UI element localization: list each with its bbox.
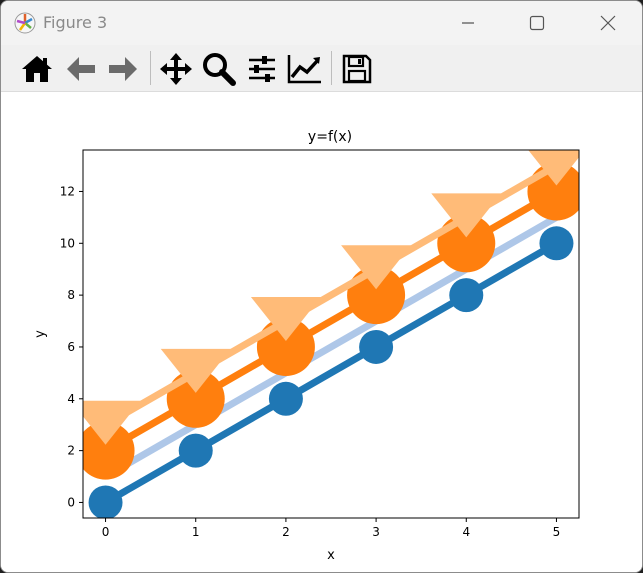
configure-subplots-button[interactable] xyxy=(244,51,280,87)
subplots-config-icon xyxy=(249,56,275,82)
x-tick-label: 2 xyxy=(282,525,290,539)
y-tick-label: 2 xyxy=(67,444,75,458)
back-arrow-icon xyxy=(67,57,95,81)
navigation-toolbar xyxy=(1,45,642,92)
x-tick-label: 3 xyxy=(372,525,380,539)
title-bar: Figure 3 xyxy=(1,1,642,45)
toolbar-separator xyxy=(331,51,332,85)
series-4-marker xyxy=(160,348,231,393)
series-1-marker xyxy=(539,226,574,261)
home-icon xyxy=(22,56,52,82)
edit-axis-icon xyxy=(287,55,321,84)
close-button[interactable] xyxy=(585,1,631,45)
series-1-marker xyxy=(359,329,394,364)
y-tick-label: 10 xyxy=(60,236,75,250)
matplotlib-logo-icon xyxy=(14,12,36,34)
edit-axis-button[interactable] xyxy=(287,51,323,87)
pan-icon xyxy=(160,53,192,85)
series-line-1 xyxy=(103,240,559,506)
minimize-icon xyxy=(462,22,474,24)
axes-frame xyxy=(82,149,580,519)
maximize-button[interactable] xyxy=(514,1,560,45)
close-icon xyxy=(600,15,616,31)
back-button[interactable] xyxy=(63,51,99,87)
zoom-button[interactable] xyxy=(201,51,237,87)
toolbar-separator xyxy=(150,51,151,85)
series-4-marker xyxy=(528,150,579,186)
x-tick-label: 5 xyxy=(553,525,561,539)
zoom-icon xyxy=(203,53,236,86)
save-button[interactable] xyxy=(339,51,375,87)
series-1-marker xyxy=(88,485,123,518)
maximize-icon xyxy=(529,15,545,31)
y-tick-label: 12 xyxy=(60,184,75,198)
series-1-marker xyxy=(268,381,303,416)
x-axis-label: x xyxy=(327,548,335,563)
x-tick-label: 1 xyxy=(192,525,200,539)
x-tick-label: 0 xyxy=(102,525,110,539)
y-tick-label: 8 xyxy=(67,288,75,302)
x-tick-label: 4 xyxy=(462,525,470,539)
forward-arrow-icon xyxy=(109,57,137,81)
minimize-button[interactable] xyxy=(445,1,491,45)
series-4-marker xyxy=(341,245,412,290)
plot-area xyxy=(83,150,579,518)
window-title: Figure 3 xyxy=(43,13,108,32)
pan-button[interactable] xyxy=(158,51,194,87)
series-1-marker xyxy=(449,278,484,313)
series-1-marker xyxy=(178,433,213,468)
series-4-marker xyxy=(250,297,321,342)
home-button[interactable] xyxy=(19,51,55,87)
y-tick-label: 0 xyxy=(67,495,75,509)
y-tick-label: 4 xyxy=(67,392,75,406)
y-axis-label: y xyxy=(33,330,48,338)
series-4-marker xyxy=(431,193,502,238)
chart-title: y=f(x) xyxy=(308,129,352,145)
forward-button[interactable] xyxy=(105,51,141,87)
y-tick-label: 6 xyxy=(67,340,75,354)
save-icon xyxy=(342,54,372,84)
series-4-marker xyxy=(83,400,141,445)
series-3-marker xyxy=(83,421,135,480)
